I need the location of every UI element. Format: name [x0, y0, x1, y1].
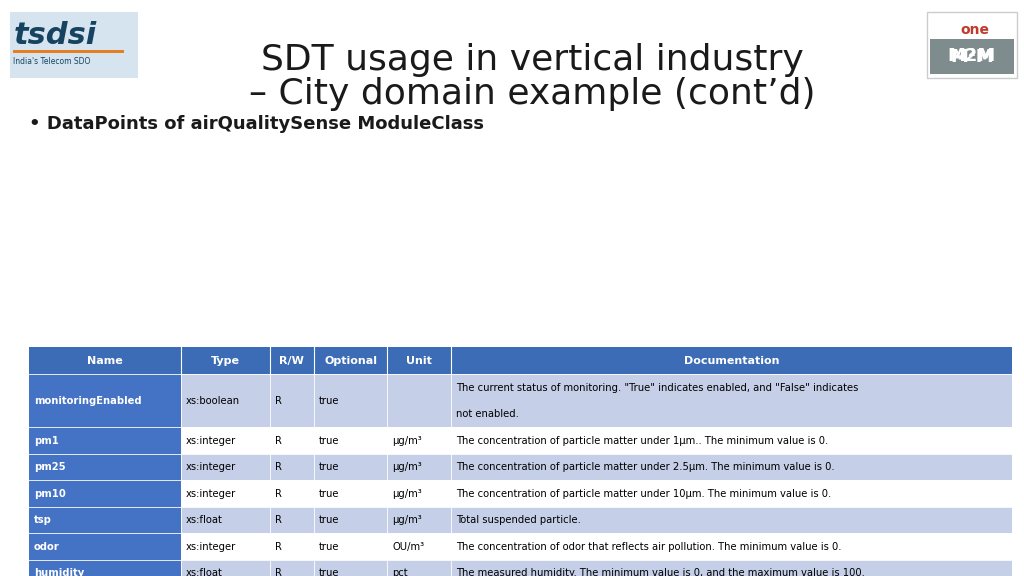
Text: pm1: pm1 [34, 435, 58, 446]
Text: R: R [274, 541, 282, 552]
Text: tsdsi: tsdsi [13, 21, 96, 50]
Text: SDT usage in vertical industry: SDT usage in vertical industry [261, 43, 804, 78]
Text: true: true [318, 435, 339, 446]
Text: The concentration of particle matter under 2.5μm. The minimum value is 0.: The concentration of particle matter und… [457, 462, 836, 472]
Text: The measured humidity. The minimum value is 0, and the maximum value is 100.: The measured humidity. The minimum value… [457, 568, 865, 576]
FancyBboxPatch shape [29, 347, 1012, 374]
Text: The concentration of odor that reflects air pollution. The minimum value is 0.: The concentration of odor that reflects … [457, 541, 842, 552]
FancyBboxPatch shape [29, 507, 181, 533]
FancyBboxPatch shape [927, 12, 1017, 78]
Text: M2M: M2M [947, 47, 996, 65]
Text: India's Telecom SDO: India's Telecom SDO [13, 57, 91, 66]
FancyBboxPatch shape [29, 560, 181, 576]
FancyBboxPatch shape [29, 427, 181, 454]
Text: – City domain example (cont’d): – City domain example (cont’d) [249, 77, 816, 112]
Text: xs:integer: xs:integer [186, 488, 237, 499]
Text: pct: pct [392, 568, 409, 576]
Text: The concentration of particle matter under 1μm.. The minimum value is 0.: The concentration of particle matter und… [457, 435, 828, 446]
Text: xs:boolean: xs:boolean [186, 396, 241, 406]
FancyBboxPatch shape [29, 374, 1012, 427]
Text: true: true [318, 488, 339, 499]
Text: R: R [274, 488, 282, 499]
Text: true: true [318, 541, 339, 552]
FancyBboxPatch shape [29, 374, 181, 427]
FancyBboxPatch shape [29, 454, 1012, 480]
Text: R: R [274, 396, 282, 406]
Text: Total suspended particle.: Total suspended particle. [457, 515, 582, 525]
Text: R/W: R/W [280, 355, 304, 366]
Text: Name: Name [87, 355, 123, 366]
Text: pm25: pm25 [34, 462, 66, 472]
Text: • DataPoints of airQualitySense ModuleClass: • DataPoints of airQualitySense ModuleCl… [29, 115, 483, 134]
Text: μg/m³: μg/m³ [392, 462, 422, 472]
Text: not enabled.: not enabled. [457, 409, 519, 419]
Text: xs:float: xs:float [186, 568, 223, 576]
Text: μg/m³: μg/m³ [392, 435, 422, 446]
Text: The current status of monitoring. "True" indicates enabled, and "False" indicate: The current status of monitoring. "True"… [457, 382, 859, 393]
FancyBboxPatch shape [29, 427, 1012, 454]
Text: true: true [318, 515, 339, 525]
FancyBboxPatch shape [10, 12, 138, 78]
FancyBboxPatch shape [930, 39, 1014, 74]
FancyBboxPatch shape [29, 560, 1012, 576]
Text: monitoringEnabled: monitoringEnabled [34, 396, 141, 406]
FancyBboxPatch shape [29, 454, 181, 480]
FancyBboxPatch shape [29, 507, 1012, 533]
Text: true: true [318, 396, 339, 406]
Text: tsp: tsp [34, 515, 51, 525]
Text: μg/m³: μg/m³ [392, 488, 422, 499]
Text: R: R [274, 568, 282, 576]
Text: pm10: pm10 [34, 488, 66, 499]
Text: Optional: Optional [325, 355, 377, 366]
Text: Type: Type [211, 355, 240, 366]
Text: The concentration of particle matter under 10μm. The minimum value is 0.: The concentration of particle matter und… [457, 488, 831, 499]
Text: true: true [318, 568, 339, 576]
Text: xs:integer: xs:integer [186, 541, 237, 552]
Text: Documentation: Documentation [684, 355, 779, 366]
Text: odor: odor [34, 541, 59, 552]
Text: R: R [274, 435, 282, 446]
Text: R: R [274, 462, 282, 472]
FancyBboxPatch shape [29, 480, 181, 507]
Text: xs:integer: xs:integer [186, 435, 237, 446]
Text: OU/m³: OU/m³ [392, 541, 425, 552]
Text: M²M: M²M [950, 48, 993, 66]
FancyBboxPatch shape [29, 480, 1012, 507]
FancyBboxPatch shape [29, 533, 1012, 560]
Text: one: one [961, 23, 989, 37]
FancyBboxPatch shape [13, 50, 124, 53]
Text: humidity: humidity [34, 568, 84, 576]
Text: xs:float: xs:float [186, 515, 223, 525]
FancyBboxPatch shape [29, 533, 181, 560]
Text: Unit: Unit [407, 355, 432, 366]
Text: μg/m³: μg/m³ [392, 515, 422, 525]
Text: xs:integer: xs:integer [186, 462, 237, 472]
Text: true: true [318, 462, 339, 472]
Text: R: R [274, 515, 282, 525]
